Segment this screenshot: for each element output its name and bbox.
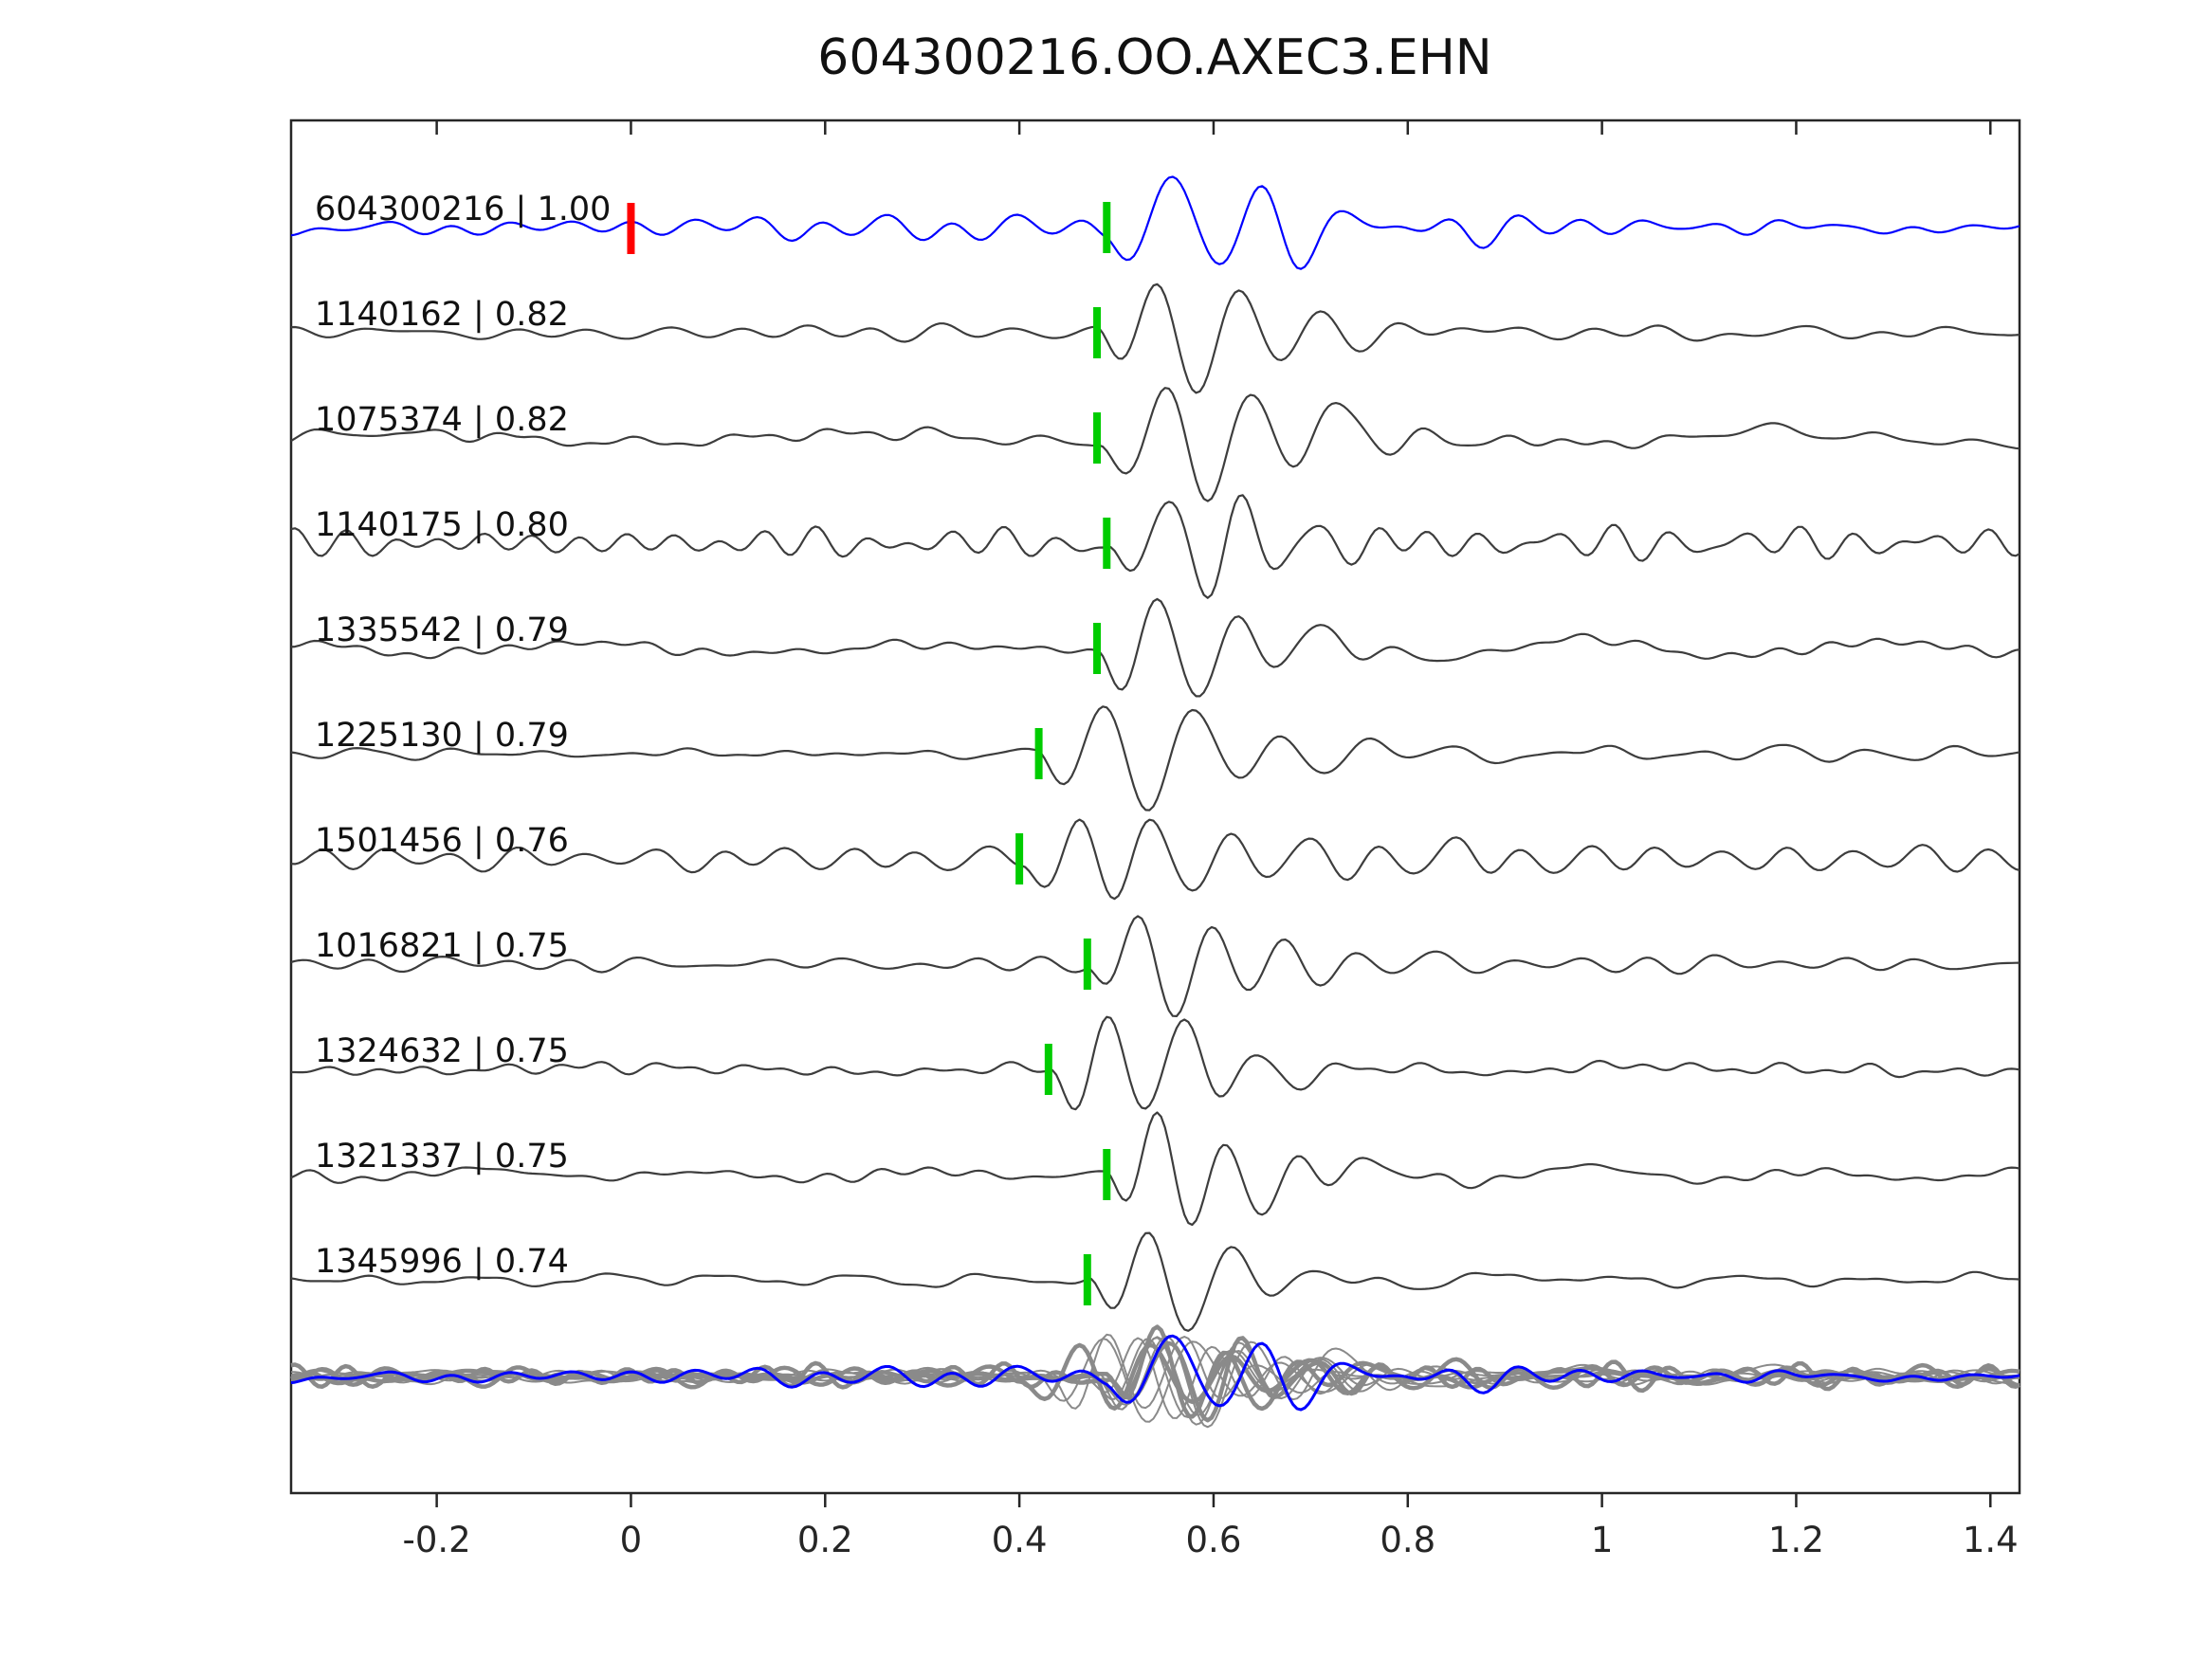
trace-label: 1140162 | 0.82 [315,296,569,334]
match-trace-path [290,597,2020,698]
x-tick-label: 0 [620,1520,643,1560]
template-trace-path [290,175,2020,270]
match-trace-path [290,283,2020,394]
trace-label: 1225130 | 0.79 [315,717,569,755]
trace-label: 1075374 | 0.82 [315,401,569,439]
overlay-template-path [290,1334,2020,1412]
x-tick-label: 0.6 [1186,1520,1242,1560]
match-trace-path [290,1231,2020,1332]
match-trace-path [290,705,2020,811]
x-tick-label: 1.4 [1963,1520,2019,1560]
figure-title: 604300216.OO.AXEC3.EHN [817,29,1491,86]
trace-label: 1140175 | 0.80 [315,506,569,544]
trace-label: 604300216 | 1.00 [315,191,611,228]
x-tick-label: 0.4 [992,1520,1048,1560]
match-trace-path [290,818,2020,901]
trace-label: 1324632 | 0.75 [315,1032,569,1070]
match-trace-path [290,1111,2020,1227]
x-tick-label: 0.2 [797,1520,853,1560]
match-trace-path [290,915,2020,1017]
match-trace-path [290,387,2020,502]
x-axis: -0.2 0 0.2 0.4 0.6 0.8 1 1.2 1.4 [403,120,2019,1560]
trace-label: 1321337 | 0.75 [315,1138,569,1176]
axes-frame [289,118,2021,1495]
trace-label: 1016821 | 0.75 [315,927,569,965]
trace-label: 1501456 | 0.76 [315,822,569,860]
trace-label: 1335542 | 0.79 [315,611,569,649]
plot-frame [289,118,2021,1495]
trace-label: 1345996 | 0.74 [315,1243,569,1281]
x-tick-label: -0.2 [403,1520,471,1560]
match-trace-path [290,494,2020,599]
overlay-trace-path [290,1338,2020,1418]
markers-layer [627,202,1111,1305]
match-trace-path [291,1015,2020,1111]
traces-layer [290,175,2020,1429]
x-tick-label: 1.2 [1768,1520,1824,1560]
x-tick-label: 0.8 [1380,1520,1435,1560]
x-tick-label: 1 [1591,1520,1614,1560]
labels-layer: 604300216 | 1.00 1140162 | 0.82 1075374 | … [315,191,611,1281]
